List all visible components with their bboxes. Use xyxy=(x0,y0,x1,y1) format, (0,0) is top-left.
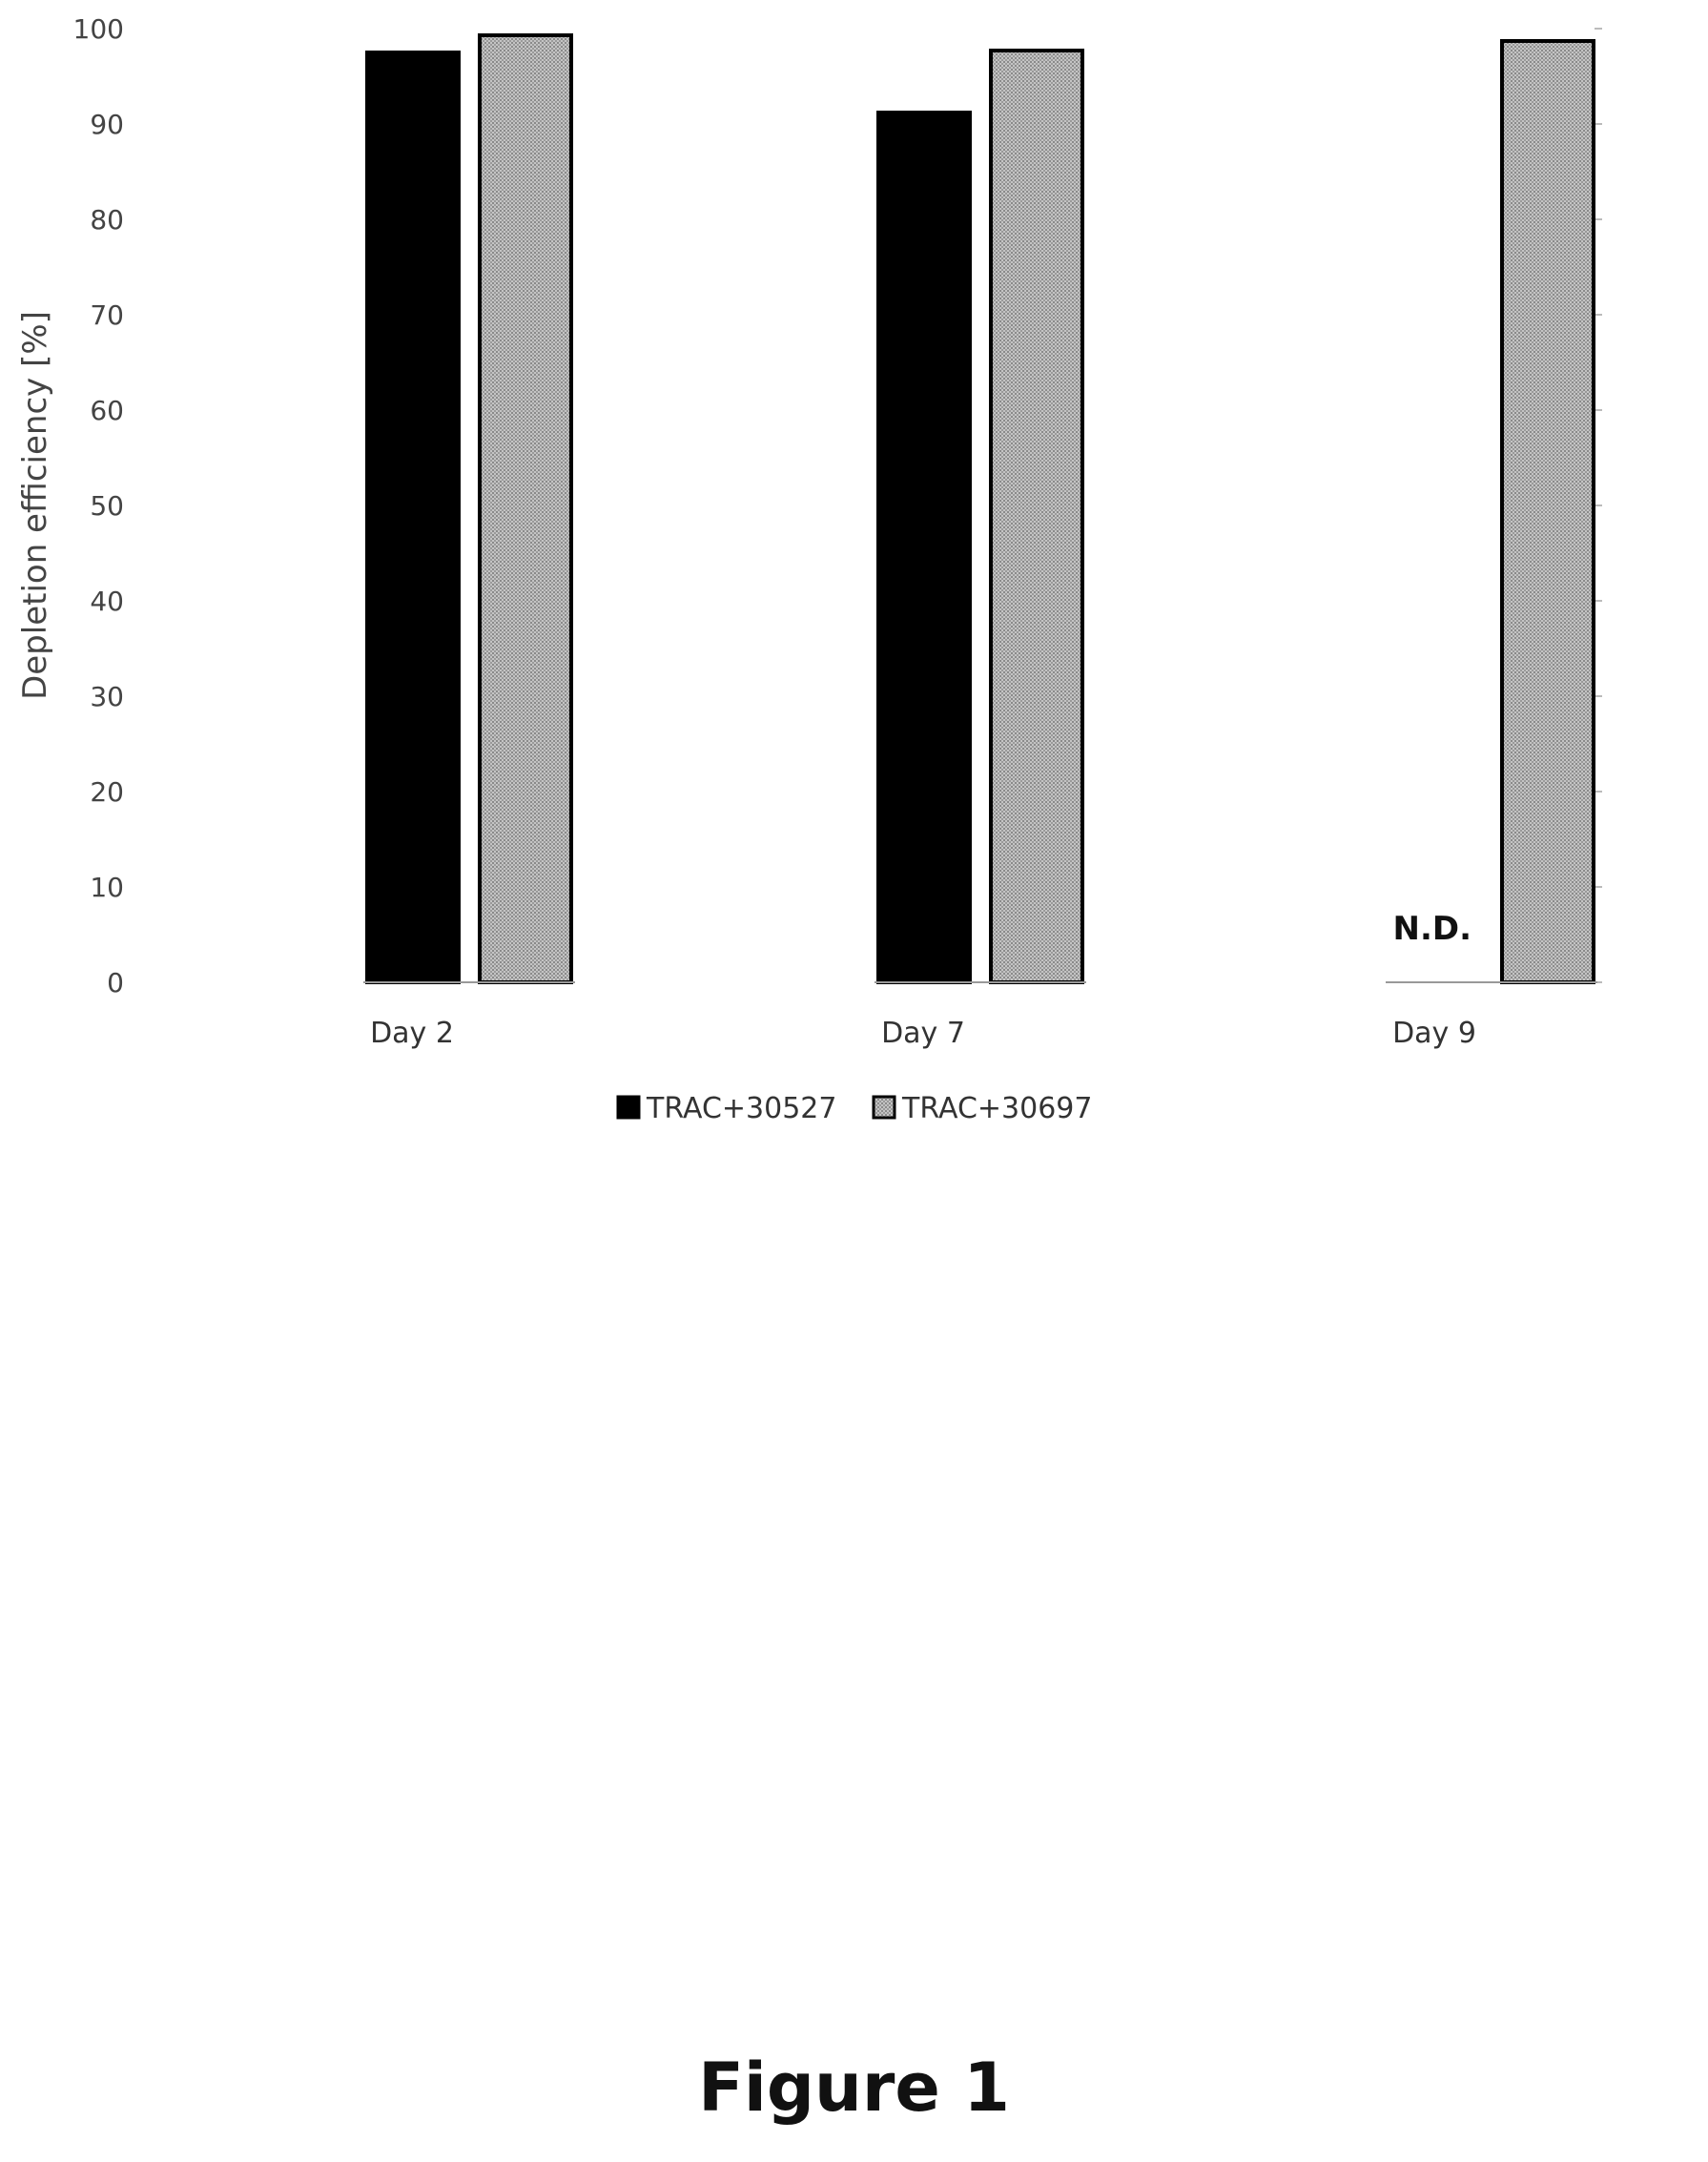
figure-caption: Figure 1 xyxy=(698,2049,1010,2127)
bar-trac-30527-day-2 xyxy=(365,51,461,984)
y-tick-label: 40 xyxy=(90,586,124,617)
bar-trac-30697-day-2 xyxy=(478,33,573,984)
y-tick-label: 90 xyxy=(90,109,124,140)
y-tick-label: 20 xyxy=(90,776,124,808)
not-determined-annotation: N.D. xyxy=(1392,910,1471,948)
y-tick-label: 80 xyxy=(90,204,124,236)
bar-trac-30697-day-9 xyxy=(1500,39,1595,984)
x-category-label: Day 2 xyxy=(370,1017,454,1050)
legend-label: TRAC+30697 xyxy=(901,1092,1092,1125)
legend-swatch xyxy=(616,1095,641,1120)
y-tick-label: 50 xyxy=(90,490,124,522)
legend-swatch xyxy=(872,1095,896,1120)
legend-label: TRAC+30527 xyxy=(646,1092,836,1125)
x-category-label: Day 9 xyxy=(1392,1017,1476,1050)
x-category-label: Day 7 xyxy=(881,1017,965,1050)
y-tick-label: 0 xyxy=(107,967,124,999)
y-tick-label: 30 xyxy=(90,681,124,712)
bar-trac-30697-day-7 xyxy=(989,49,1084,984)
bar-trac-30527-day-7 xyxy=(876,111,972,984)
y-tick-label: 10 xyxy=(90,872,124,903)
y-tick-label: 70 xyxy=(90,299,124,331)
y-axis-title: Depletion efficiency [%] xyxy=(16,311,54,700)
y-tick-label: 100 xyxy=(73,13,124,45)
y-tick-label: 60 xyxy=(90,395,124,426)
